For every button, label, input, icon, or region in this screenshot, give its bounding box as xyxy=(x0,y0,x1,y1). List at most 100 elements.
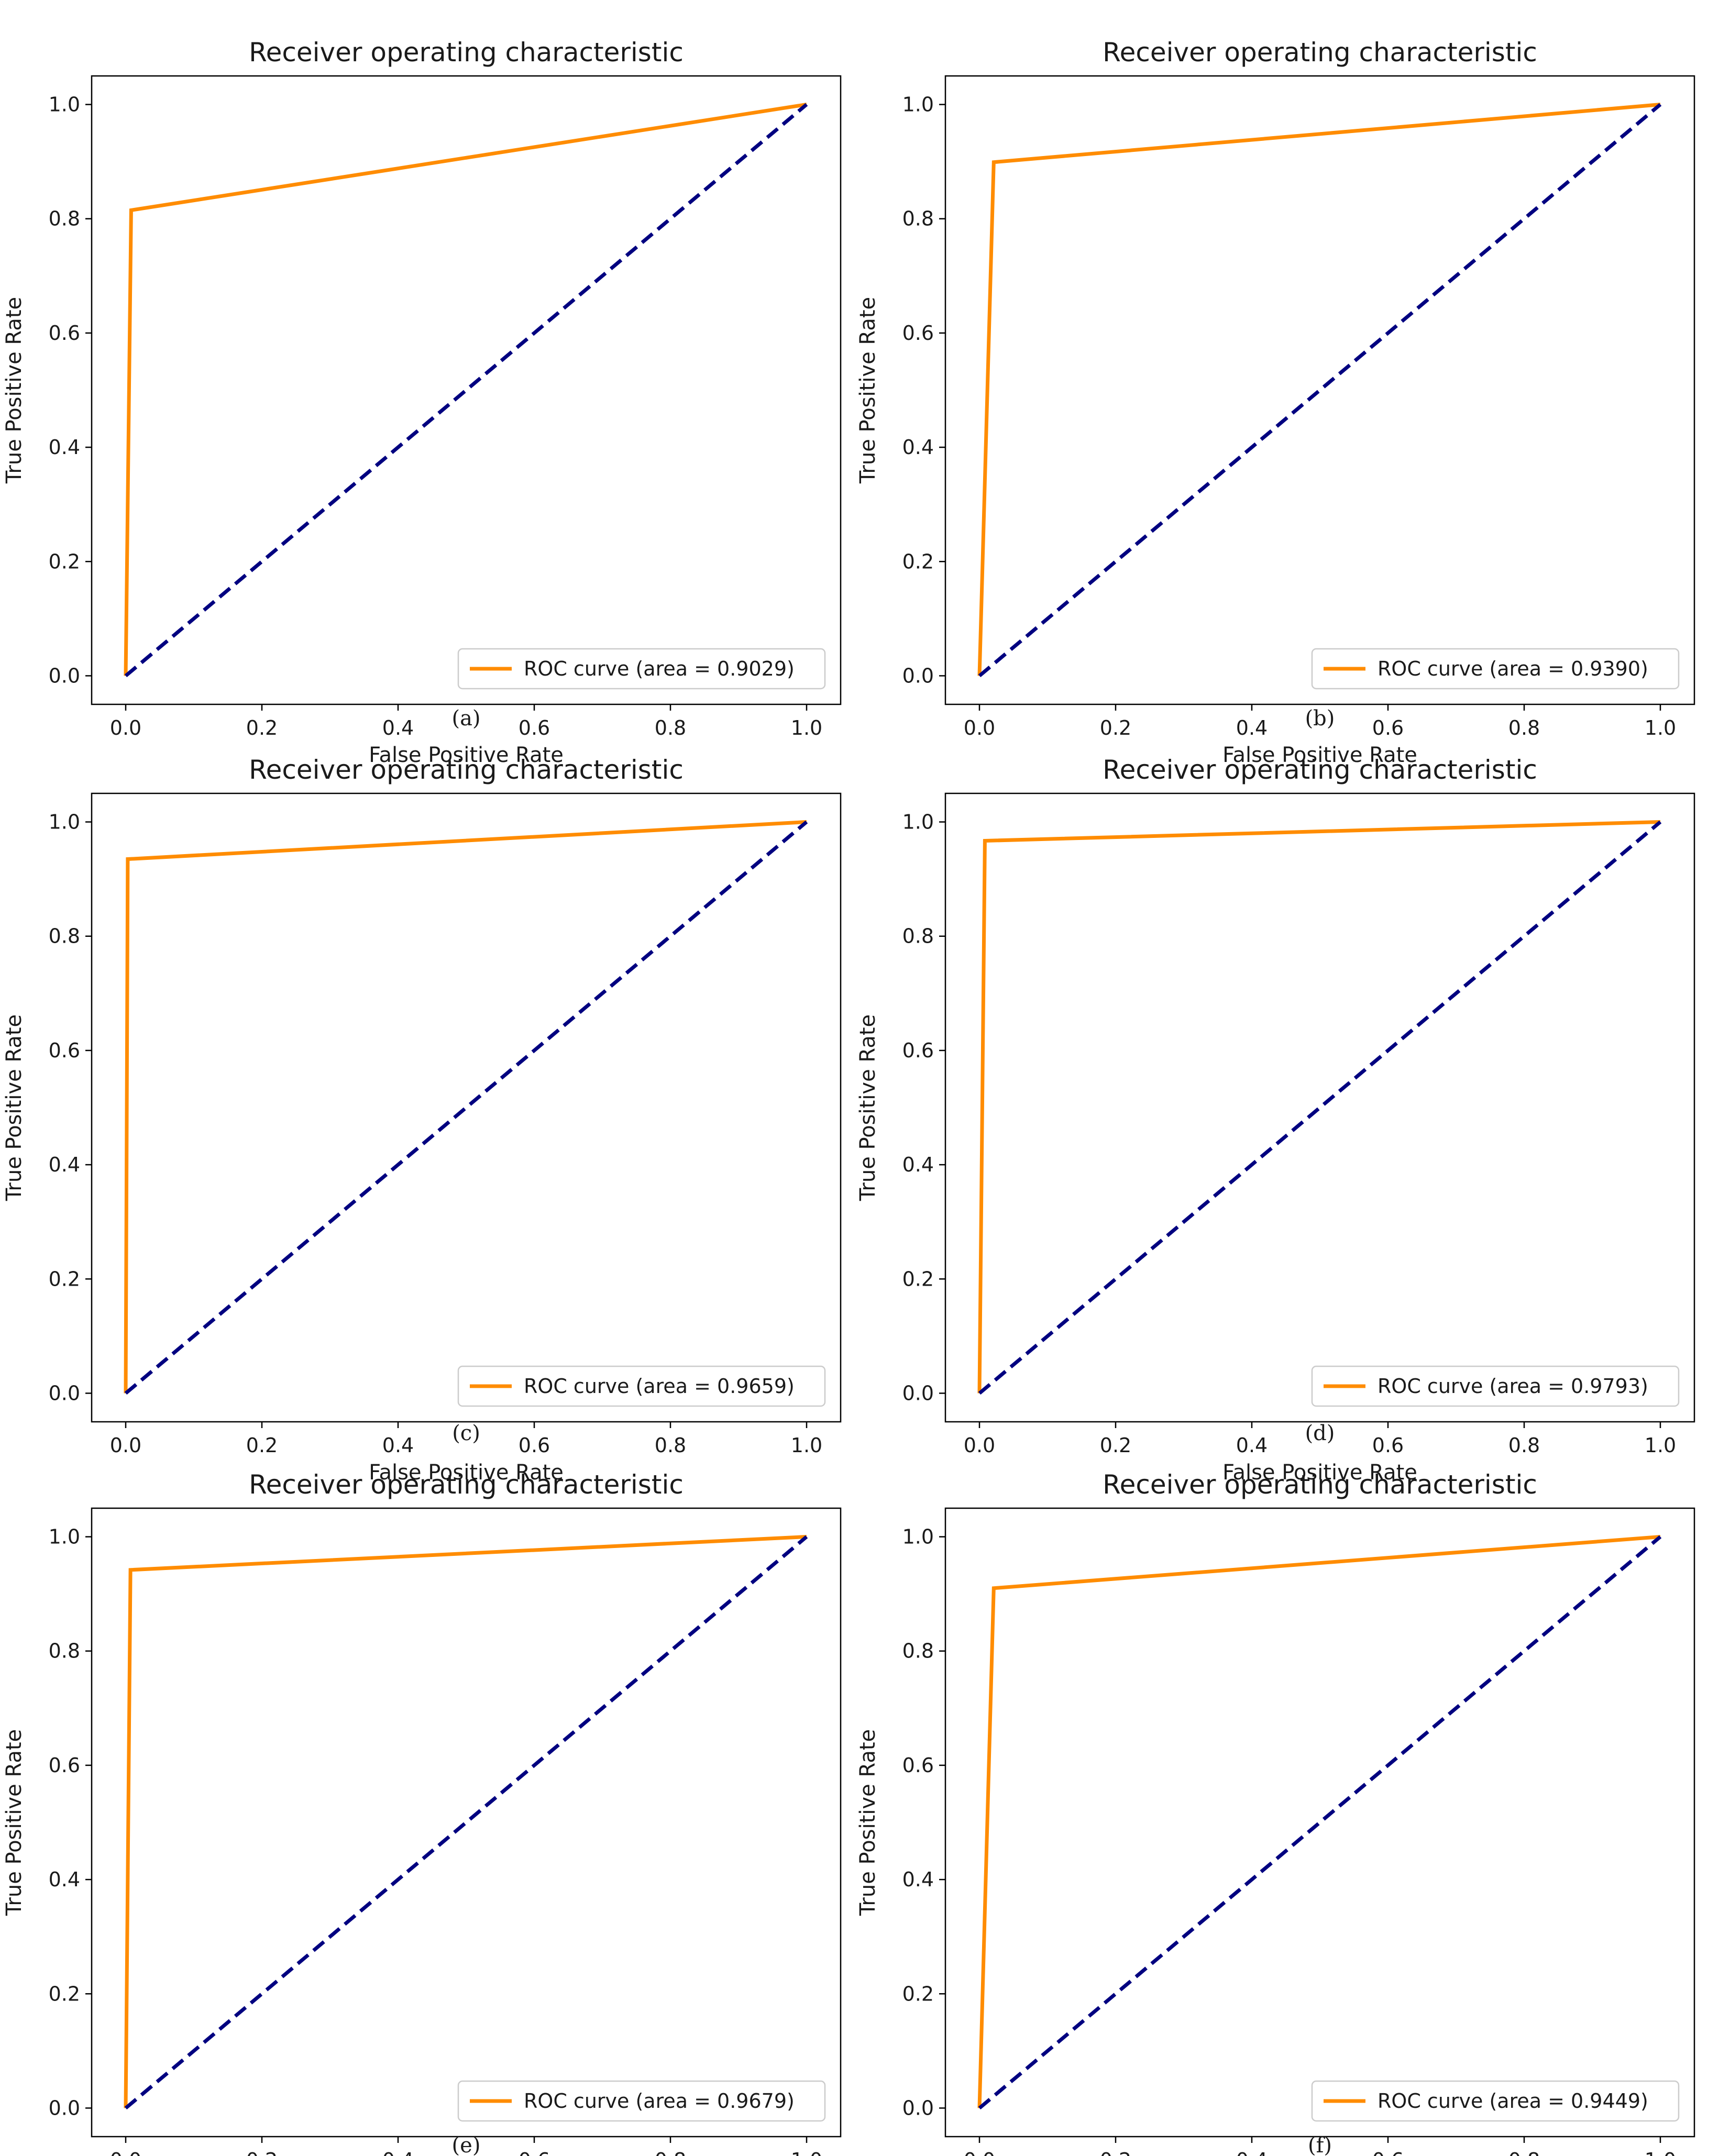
y-tick-label: 0.6 xyxy=(902,322,934,345)
x-tick-label: 0.2 xyxy=(1100,716,1131,739)
legend-label: ROC curve (area = 0.9029) xyxy=(524,657,795,680)
y-tick-label: 0.4 xyxy=(49,1153,80,1176)
roc-curve-line xyxy=(977,1535,1661,2108)
y-axis-label: True Positive Rate xyxy=(856,297,880,484)
legend-box xyxy=(1311,648,1680,690)
chance-diagonal-line xyxy=(124,103,808,678)
x-tick-label: 0.8 xyxy=(1508,1434,1540,1457)
legend-label: ROC curve (area = 0.9679) xyxy=(524,2089,795,2113)
roc-curve-line xyxy=(124,820,807,1394)
y-tick-label: 0.8 xyxy=(49,207,80,230)
legend-box xyxy=(457,648,826,690)
x-tick-label: 1.0 xyxy=(791,1434,822,1457)
y-axis-label: True Positive Rate xyxy=(2,297,26,484)
legend-box xyxy=(1311,1365,1680,1407)
roc-curve-line xyxy=(124,1535,807,2108)
y-tick-label: 0.0 xyxy=(902,1381,934,1405)
y-axis-label: True Positive Rate xyxy=(856,1014,880,1201)
x-tick-label: 0.6 xyxy=(1372,1434,1404,1457)
x-axis-label: False Positive Rate xyxy=(369,1461,564,1485)
chart-title: Receiver operating characteristic xyxy=(249,755,684,785)
x-tick-label: 1.0 xyxy=(791,716,822,739)
chart-panel-d: Receiver operating characteristic 0.0 0.2 0… xyxy=(856,755,1695,1485)
chart-panel-f: Receiver operating characteristic 0.0 0.2 0… xyxy=(856,1469,1695,2156)
y-tick-label: 0.0 xyxy=(49,1381,80,1405)
x-axis-label: False Positive Rate xyxy=(1222,1461,1417,1485)
chance-diagonal-line xyxy=(124,1535,808,2110)
y-tick-label: 0.2 xyxy=(902,1982,934,2005)
y-tick-label: 0.0 xyxy=(902,2096,934,2119)
x-tick-label: 0.0 xyxy=(110,1434,141,1457)
x-tick-label: 0.4 xyxy=(1236,1434,1268,1457)
y-tick-label: 0.0 xyxy=(49,2096,80,2119)
axes-frame xyxy=(944,75,1695,705)
x-tick-label: 0.8 xyxy=(1508,716,1540,739)
x-tick-label: 0.6 xyxy=(519,1434,550,1457)
chart-title: Receiver operating characteristic xyxy=(1103,37,1537,68)
x-tick-label: 0.8 xyxy=(655,716,686,739)
x-tick-label: 0.4 xyxy=(1236,2149,1268,2156)
x-tick-label: 0.4 xyxy=(382,1434,414,1457)
legend: ROC curve (area = 0.9659) xyxy=(457,1365,826,1407)
chart-panel-b: Receiver operating characteristic 0.0 0.2 0… xyxy=(856,37,1695,767)
x-tick-label: 0.4 xyxy=(382,2149,414,2156)
y-tick-label: 0.6 xyxy=(902,1754,934,1777)
y-tick-label: 0.8 xyxy=(902,925,934,948)
y-tick-label: 1.0 xyxy=(902,1525,934,1549)
panel-caption: (d) xyxy=(1305,1421,1335,1445)
x-axis-label: False Positive Rate xyxy=(1222,743,1417,767)
axes-frame xyxy=(944,1507,1695,2138)
x-tick-label: 0.8 xyxy=(655,2149,686,2156)
y-tick-label: 0.4 xyxy=(49,436,80,459)
legend-box xyxy=(1311,2080,1680,2122)
y-tick-label: 0.2 xyxy=(49,1982,80,2005)
y-tick-label: 0.4 xyxy=(49,1868,80,1891)
chart-title: Receiver operating characteristic xyxy=(1103,1469,1537,1500)
legend: ROC curve (area = 0.9029) xyxy=(457,648,826,690)
y-tick-label: 0.8 xyxy=(49,1640,80,1663)
chart-panel-a: Receiver operating characteristic 0.0 0.2 0… xyxy=(2,37,842,767)
y-axis-label: True Positive Rate xyxy=(2,1729,26,1916)
x-tick-label: 0.6 xyxy=(519,2149,550,2156)
y-tick-label: 1.0 xyxy=(49,93,80,116)
x-tick-label: 0.6 xyxy=(1372,716,1404,739)
y-tick-label: 0.0 xyxy=(49,664,80,687)
roc-curve-line xyxy=(977,820,1661,1394)
y-tick-label: 0.4 xyxy=(902,436,934,459)
y-tick-label: 1.0 xyxy=(49,1525,80,1549)
axes-frame xyxy=(944,792,1695,1423)
panel-caption: (c) xyxy=(452,1421,480,1445)
axes-frame xyxy=(91,75,842,705)
y-tick-label: 0.6 xyxy=(49,1039,80,1062)
x-tick-label: 0.0 xyxy=(964,2149,995,2156)
y-tick-label: 0.8 xyxy=(49,925,80,948)
x-tick-label: 0.6 xyxy=(519,716,550,739)
x-tick-label: 0.6 xyxy=(1372,2149,1404,2156)
chart-title: Receiver operating characteristic xyxy=(1103,755,1537,785)
panel-caption: (a) xyxy=(451,706,480,731)
x-tick-label: 0.0 xyxy=(110,2149,141,2156)
y-tick-label: 0.8 xyxy=(902,207,934,230)
x-tick-label: 0.8 xyxy=(1508,2149,1540,2156)
x-tick-label: 0.2 xyxy=(246,1434,278,1457)
y-tick-label: 0.0 xyxy=(902,664,934,687)
y-tick-label: 1.0 xyxy=(49,811,80,834)
y-tick-label: 0.2 xyxy=(902,1267,934,1290)
x-tick-label: 0.2 xyxy=(1100,2149,1131,2156)
y-tick-label: 0.8 xyxy=(902,1640,934,1663)
legend-label: ROC curve (area = 0.9793) xyxy=(1378,1375,1648,1398)
panel-caption: (e) xyxy=(452,2133,481,2156)
chance-diagonal-line xyxy=(124,820,808,1395)
y-tick-label: 0.2 xyxy=(902,550,934,573)
chance-diagonal-line xyxy=(978,103,1662,678)
y-tick-label: 1.0 xyxy=(902,93,934,116)
y-tick-label: 0.6 xyxy=(902,1039,934,1062)
chance-diagonal-line xyxy=(978,1535,1662,2110)
chance-diagonal-line xyxy=(978,820,1662,1395)
legend: ROC curve (area = 0.9449) xyxy=(1311,2080,1680,2122)
x-tick-label: 1.0 xyxy=(791,2149,822,2156)
x-tick-label: 0.0 xyxy=(964,716,995,739)
x-tick-label: 1.0 xyxy=(1645,716,1676,739)
panel-caption: (b) xyxy=(1305,706,1335,731)
